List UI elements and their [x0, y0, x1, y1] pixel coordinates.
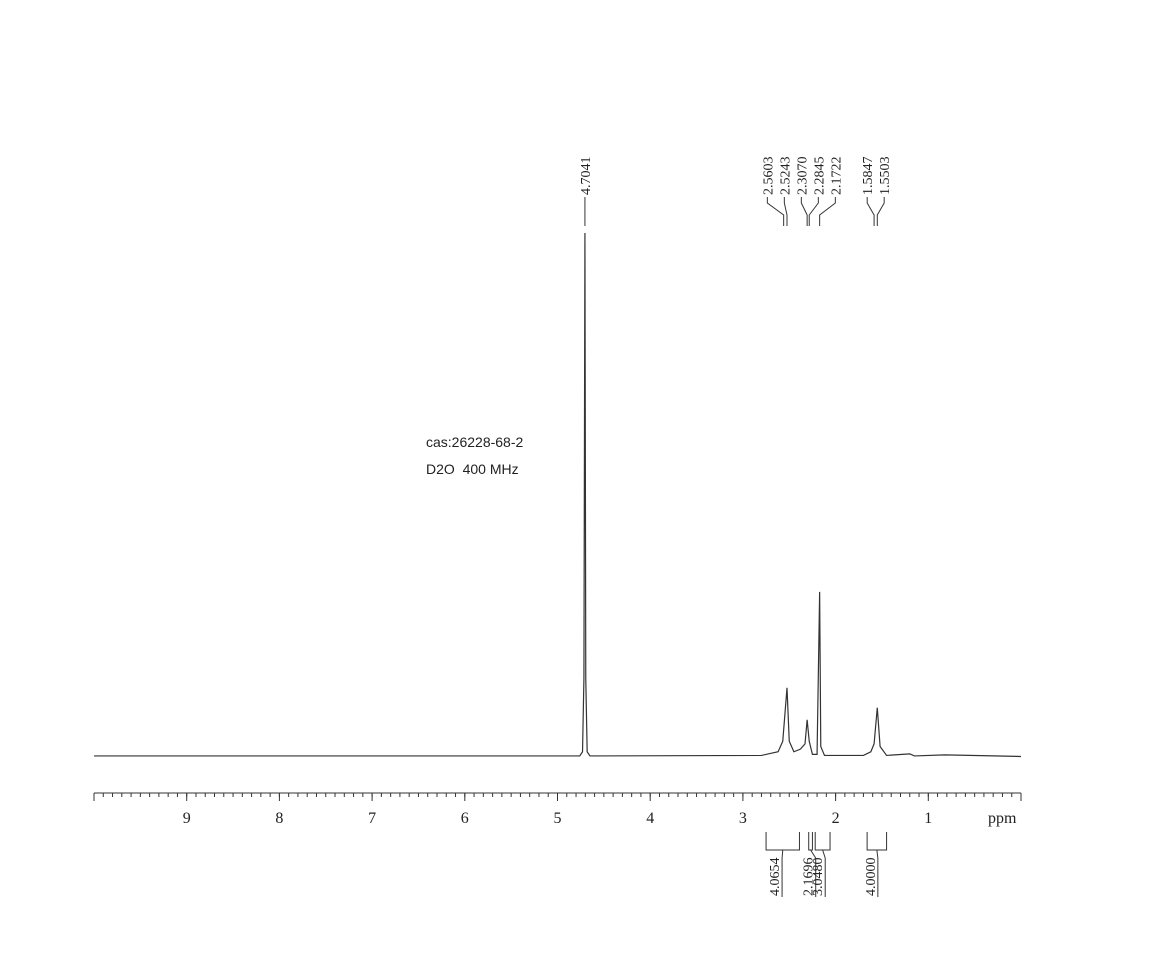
x-tick-label: 6 [461, 810, 469, 827]
integral-leader [810, 849, 817, 859]
peak-label: 2.5243 [778, 157, 793, 196]
peak-leader [808, 197, 819, 226]
peak-label: 2.1722 [829, 157, 844, 196]
peak-leader [866, 197, 875, 226]
integral-label: 3.0480 [811, 858, 826, 897]
integral-bracket [765, 832, 800, 851]
integral-bracket [866, 832, 888, 851]
peak-leader [800, 197, 808, 226]
peak-label: 2.5603 [761, 157, 776, 196]
spectrum-line [94, 232, 1022, 758]
x-tick-label: 5 [554, 810, 562, 827]
annotation: cas:26228-68-2 [426, 434, 524, 450]
x-tick-label: 9 [183, 810, 191, 827]
peak-leader [766, 197, 785, 226]
integral-bracket [808, 832, 813, 851]
annotation: D2O 400 MHz [426, 461, 519, 477]
x-tick-label: 3 [739, 810, 747, 827]
peak-label: 1.5847 [861, 157, 876, 196]
peak-leader [819, 197, 836, 226]
peak-label: 1.5503 [878, 157, 893, 196]
peak-leader [783, 197, 788, 226]
integral-label: 2.1696 [802, 858, 817, 897]
x-tick-label: 4 [646, 810, 654, 827]
x-tick-label: 2 [832, 810, 840, 827]
x-tick-label: 1 [924, 810, 932, 827]
peak-label: 2.3070 [795, 157, 810, 196]
integral-label: 4.0000 [864, 858, 879, 897]
integral-bracket [814, 832, 831, 851]
integral-leader [822, 849, 826, 859]
peak-label: 2.2845 [812, 157, 827, 196]
peak-label: 4.7041 [579, 157, 594, 196]
x-axis-label: ppm [988, 810, 1017, 827]
peak-leader [876, 197, 885, 226]
integral-label: 4.0654 [768, 858, 783, 897]
x-tick-label: 8 [275, 810, 283, 827]
integral-leader [781, 849, 784, 859]
x-tick-label: 7 [368, 810, 376, 827]
integral-leader [876, 849, 879, 859]
